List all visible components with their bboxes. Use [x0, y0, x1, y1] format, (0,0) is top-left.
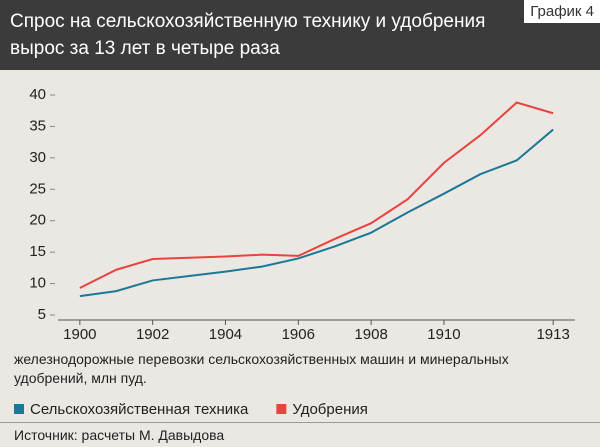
- y-tick-label: 20: [29, 212, 46, 229]
- y-tick-label: 35: [29, 117, 46, 134]
- x-tick-label: 1902: [136, 326, 169, 343]
- y-tick-label: 10: [29, 275, 46, 292]
- series-line: [79, 128, 554, 298]
- chart-title: Спрос на сельскохозяйственную технику и …: [10, 11, 486, 59]
- legend-swatch: [14, 404, 24, 414]
- x-tick-label: 1906: [282, 326, 315, 343]
- separator: [0, 422, 600, 423]
- y-tick-label: 25: [29, 180, 46, 197]
- x-tick-label: 1904: [209, 326, 242, 343]
- x-axis-label: железнодорожные перевозки сельскохозяйст…: [14, 351, 509, 386]
- x-tick-label: 1913: [536, 326, 569, 343]
- header: [0, 0, 600, 70]
- y-tick-label: 15: [29, 243, 46, 260]
- series-line: [79, 101, 554, 289]
- source: Источник: расчеты М. Давыдова: [14, 427, 225, 443]
- y-tick-label: 30: [29, 149, 46, 166]
- x-tick-label: 1910: [427, 326, 460, 343]
- badge: График 4: [524, 0, 600, 23]
- x-tick-label: 1900: [63, 326, 96, 343]
- legend-swatch: [276, 404, 287, 414]
- y-tick-label: 5: [38, 306, 46, 323]
- legend-label: Сельскохозяйственная техника: [30, 401, 249, 418]
- x-tick-label: 1908: [354, 326, 387, 343]
- y-tick-label: 40: [29, 86, 46, 103]
- legend-label: Удобрения: [292, 401, 368, 418]
